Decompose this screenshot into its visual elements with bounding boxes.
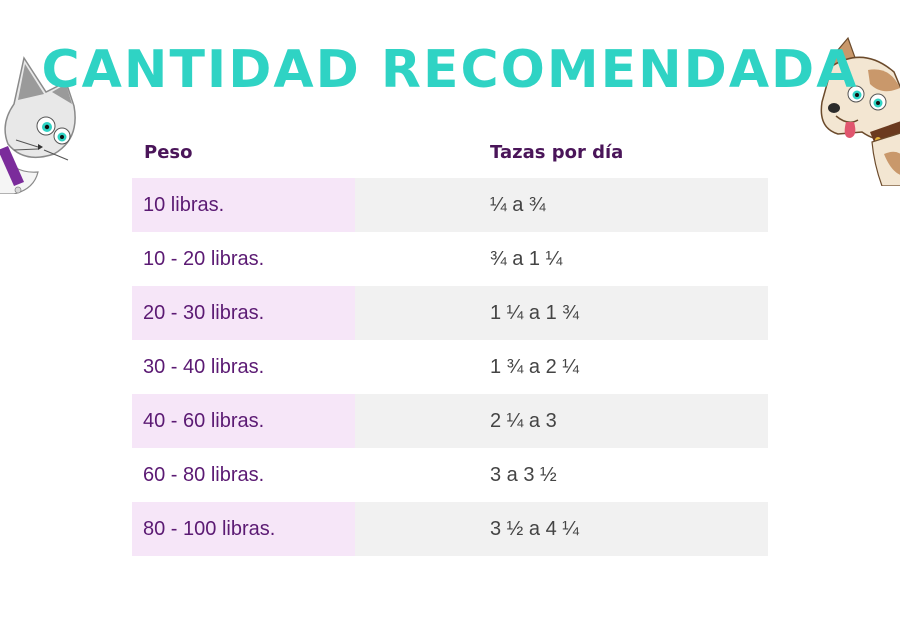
- cups-cell: 1 ¾ a 2 ¼: [490, 355, 579, 378]
- cups-cell: 3 ½ a 4 ¼: [490, 502, 768, 556]
- dog-mascot-icon: [820, 36, 900, 186]
- table-row: 40 - 60 libras. 2 ¼ a 3: [132, 394, 768, 448]
- row-spacer: [355, 502, 490, 556]
- cups-cell: 3 a 3 ½: [490, 463, 557, 486]
- feeding-table: Peso Tazas por día 10 libras. ¼ a ¾ 10 -…: [132, 126, 768, 556]
- weight-cell: 60 - 80 libras.: [143, 463, 265, 486]
- weight-cell: 80 - 100 libras.: [132, 502, 355, 556]
- row-spacer: [355, 448, 490, 502]
- row-spacer: [355, 232, 490, 286]
- cups-cell: ¼ a ¾: [490, 178, 768, 232]
- table-header-row: Peso Tazas por día: [132, 126, 768, 178]
- weight-cell: 20 - 30 libras.: [132, 286, 355, 340]
- header-cups: Tazas por día: [490, 141, 624, 163]
- cups-cell: 2 ¼ a 3: [490, 394, 768, 448]
- row-spacer: [355, 286, 490, 340]
- weight-cell: 10 - 20 libras.: [143, 247, 265, 270]
- table-row: 10 - 20 libras. ¾ a 1 ¼: [132, 232, 768, 286]
- row-spacer: [355, 394, 490, 448]
- table-row: 80 - 100 libras. 3 ½ a 4 ¼: [132, 502, 768, 556]
- header-weight: Peso: [144, 141, 193, 163]
- cups-cell: ¾ a 1 ¼: [490, 247, 563, 270]
- table-row: 30 - 40 libras. 1 ¾ a 2 ¼: [132, 340, 768, 394]
- table-row: 60 - 80 libras. 3 a 3 ½: [132, 448, 768, 502]
- table-row: 10 libras. ¼ a ¾: [132, 178, 768, 232]
- weight-cell: 40 - 60 libras.: [132, 394, 355, 448]
- row-spacer: [355, 178, 490, 232]
- page-title: CANTIDAD RECOMENDADA: [41, 40, 859, 100]
- cups-cell: 1 ¼ a 1 ¾: [490, 286, 768, 340]
- weight-cell: 30 - 40 libras.: [143, 355, 265, 378]
- row-spacer: [355, 340, 490, 394]
- weight-cell: 10 libras.: [132, 178, 355, 232]
- table-row: 20 - 30 libras. 1 ¼ a 1 ¾: [132, 286, 768, 340]
- cat-mascot-icon: [0, 56, 76, 194]
